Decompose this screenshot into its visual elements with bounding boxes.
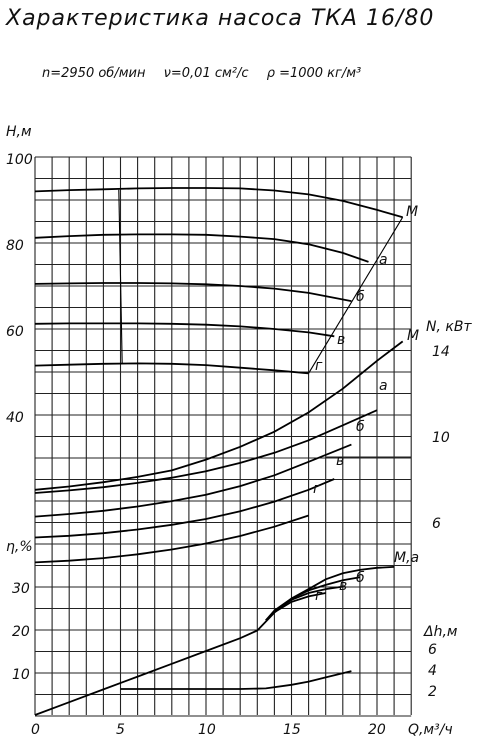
q-tick-10: 10 [198,722,216,738]
axis-label-q: Q,м³/ч [408,722,453,738]
boundary-line-0 [308,216,404,374]
curve-label-h-m: М [406,204,418,220]
curve-label-n-b: б [356,419,365,435]
param-viscosity: ν=0,01 см²/с [163,66,249,81]
dh-tick-4: 4 [428,663,437,679]
series-line-h-2 [34,282,352,302]
chart-title: Характеристика насоса ТКА 16/80 [6,6,435,31]
curve-label-n-m: М [407,328,419,344]
h-tick-100: 100 [6,152,33,168]
curve-label-eta-ma: М,а [394,550,419,566]
h-tick-60: 60 [6,324,24,340]
q-tick-20: 20 [368,722,386,738]
curve-label-n-v: в [336,453,344,469]
curve-label-n-a: а [379,378,388,394]
curve-label-h-b: б [356,289,365,305]
boundary-line-1 [118,189,123,365]
curve-label-eta-v: в [339,578,347,594]
series-line-h-3 [34,322,335,338]
series-line-h-0 [34,187,403,219]
n-tick-10: 10 [432,430,450,446]
pump-parameters: n=2950 об/мин ν=0,01 см²/с ρ =1000 кг/м³ [42,66,375,81]
eta-tick-20: 20 [12,624,30,640]
series-line-n-5 [34,340,404,491]
series-line-eta-10 [34,566,395,716]
curve-label-eta-b: б [356,570,365,586]
eta-tick-30: 30 [12,581,30,597]
axis-label-h: H,м [6,124,32,140]
curve-label-n-g: г [313,481,321,497]
q-tick-5: 5 [116,722,125,738]
series-line-dh-14 [120,670,352,690]
series-line-n-7 [34,443,352,518]
param-rotation-speed: n=2950 об/мин [42,66,146,81]
q-tick-0: 0 [31,722,40,738]
curve-label-h-v: в [337,332,345,348]
n-tick-6: 6 [432,516,441,532]
series-line-h-4 [34,362,309,375]
dh-tick-6: 6 [428,642,437,658]
curves [34,187,404,716]
curve-label-eta-g: г [315,588,323,604]
eta-tick-10: 10 [12,667,30,683]
grid [34,156,412,717]
curve-label-h-a: а [379,252,388,268]
axis-label-dh: Δh,м [423,624,458,640]
series-line-n-6 [34,409,378,494]
h-tick-80: 80 [6,238,24,254]
h-tick-40: 40 [6,410,24,426]
axis-label-n: N, кВт [426,319,472,335]
series-line-h-1 [34,233,369,263]
q-tick-15: 15 [283,722,301,738]
curve-label-h-g: г [315,358,323,374]
axis-label-eta: η,% [6,539,33,555]
dh-tick-2: 2 [428,684,437,700]
n-tick-14: 14 [432,344,450,360]
series-line-eta-13 [265,592,326,621]
series-line-n-9 [34,514,309,564]
param-density: ρ =1000 кг/м³ [266,66,362,81]
series-line-n-8 [34,478,335,539]
